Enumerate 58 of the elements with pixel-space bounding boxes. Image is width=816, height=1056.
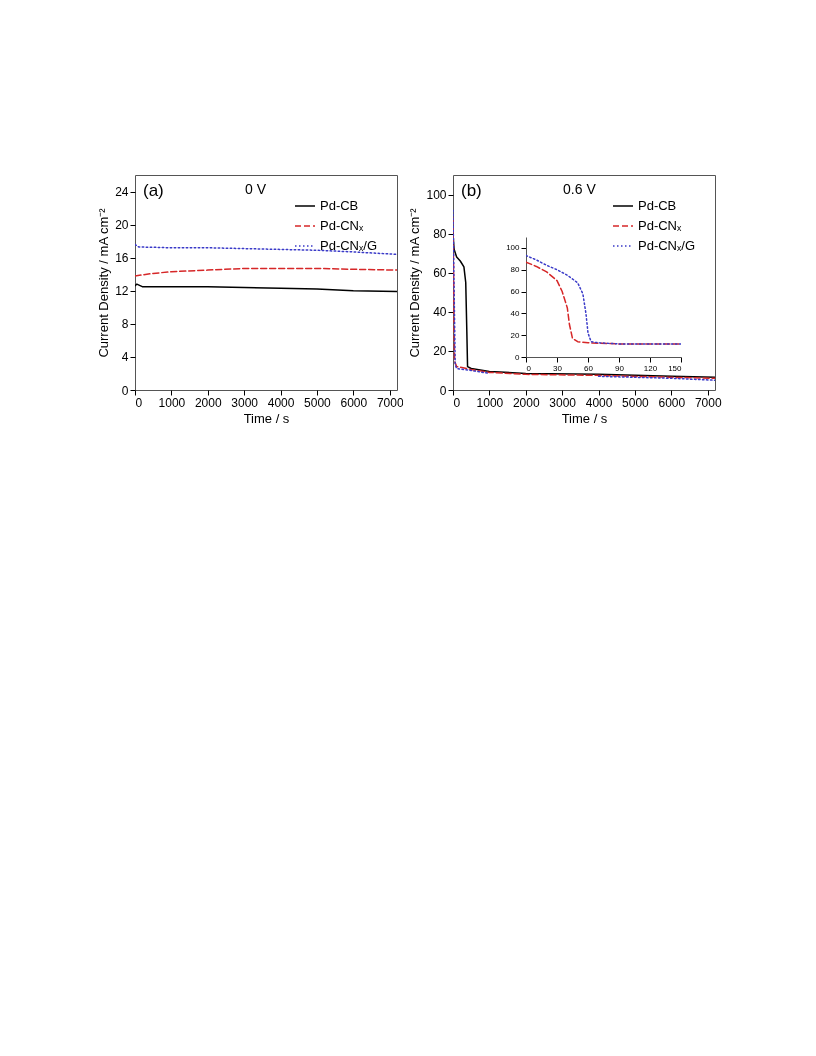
x-tick-label: 3000	[231, 395, 259, 410]
y-tick-label: 8	[121, 317, 129, 332]
annotation: (b)	[461, 181, 482, 200]
legend-label: Pd-CNₓ/G	[638, 238, 695, 253]
y-tick-label: 80	[433, 227, 447, 242]
y-tick-label: 12	[115, 284, 129, 299]
line-series	[135, 283, 397, 293]
x-tick-label: 1000	[476, 395, 504, 410]
line-series	[135, 267, 397, 277]
x-tick-label: 30	[553, 363, 563, 373]
legend-label: Pd-CNₓ	[320, 218, 365, 233]
y-tick-label: 40	[510, 308, 521, 318]
x-tick-label: 0	[453, 395, 461, 410]
legend-label: Pd-CB	[320, 198, 359, 213]
y-tick-label: 24	[115, 185, 129, 200]
legend-label: Pd-CNₓ	[638, 218, 683, 233]
line-series	[135, 243, 397, 256]
y-tick-label: 60	[433, 266, 447, 281]
x-tick-label: 4000	[585, 395, 613, 410]
y-axis-title: Current Density / mA cm⁻²	[96, 207, 112, 358]
y-tick-label: 40	[433, 305, 447, 320]
y-axis-title: Current Density / mA cm⁻²	[407, 207, 423, 358]
x-axis-title: Time / s	[243, 410, 290, 426]
x-tick-label: 7000	[376, 395, 404, 410]
y-tick-label: 20	[115, 218, 129, 233]
x-tick-label: 6000	[340, 395, 368, 410]
x-tick-label: 2000	[512, 395, 540, 410]
x-tick-label: 1000	[158, 395, 186, 410]
y-tick-label: 100	[506, 243, 521, 253]
x-tick-label: 7000	[694, 395, 722, 410]
annotation: (a)	[143, 181, 164, 200]
x-tick-label: 150	[668, 363, 683, 373]
x-tick-label: 120	[643, 363, 658, 373]
x-tick-label: 0	[135, 395, 143, 410]
y-tick-label: 16	[115, 251, 129, 266]
x-tick-label: 4000	[267, 395, 295, 410]
annotation: 0 V	[245, 181, 267, 197]
y-tick-label: 80	[510, 265, 521, 275]
y-tick-label: 20	[433, 344, 447, 359]
x-tick-label: 90	[615, 363, 625, 373]
y-tick-label: 20	[510, 330, 521, 340]
y-tick-label: 0	[439, 383, 447, 398]
x-tick-label: 6000	[658, 395, 686, 410]
y-tick-label: 0	[121, 383, 129, 398]
x-tick-label: 5000	[304, 395, 332, 410]
x-tick-label: 0	[526, 363, 532, 373]
y-tick-label: 60	[510, 287, 521, 297]
x-tick-label: 5000	[622, 395, 650, 410]
annotation: 0.6 V	[563, 181, 597, 197]
y-tick-label: 100	[426, 188, 447, 203]
y-tick-label: 0	[515, 352, 521, 362]
x-tick-label: 3000	[549, 395, 577, 410]
legend-label: Pd-CNₓ/G	[320, 238, 377, 253]
legend-label: Pd-CB	[638, 198, 677, 213]
x-tick-label: 60	[584, 363, 594, 373]
x-axis-title: Time / s	[561, 410, 608, 426]
y-tick-label: 4	[121, 350, 129, 365]
x-tick-label: 2000	[194, 395, 222, 410]
